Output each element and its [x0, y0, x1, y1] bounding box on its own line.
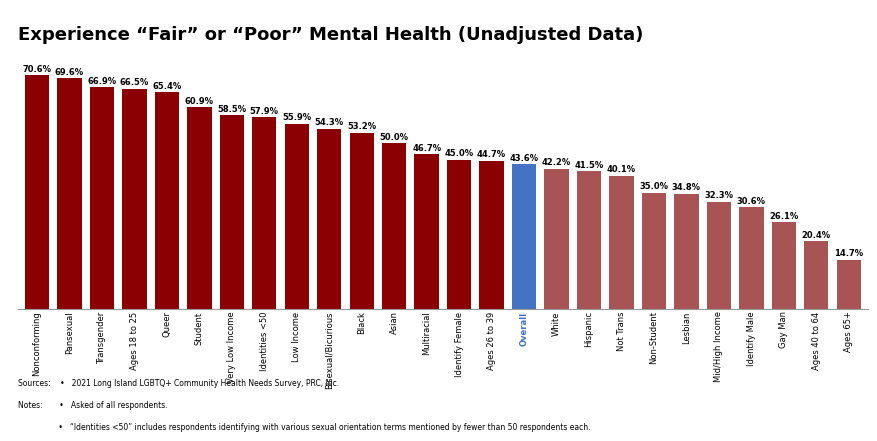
Text: 66.9%: 66.9% [88, 77, 117, 86]
Bar [642, 193, 667, 309]
Text: 14.7%: 14.7% [834, 250, 863, 258]
Text: 53.2%: 53.2% [347, 122, 376, 131]
Bar [545, 169, 568, 309]
Text: 65.4%: 65.4% [153, 82, 182, 91]
Bar [89, 87, 114, 309]
Bar [350, 133, 374, 309]
Text: 58.5%: 58.5% [217, 105, 246, 113]
Text: 42.2%: 42.2% [542, 158, 571, 168]
Text: 55.9%: 55.9% [282, 113, 311, 122]
Text: 41.5%: 41.5% [574, 161, 603, 170]
Text: 70.6%: 70.6% [23, 64, 52, 74]
Text: •   “Identities <50” includes respondents identifying with various sexual orient: • “Identities <50” includes respondents … [18, 423, 590, 432]
Text: Sources:    •   2021 Long Island LGBTQ+ Community Health Needs Survey, PRC, Inc.: Sources: • 2021 Long Island LGBTQ+ Commu… [18, 379, 339, 388]
Bar [285, 124, 309, 309]
Bar [57, 78, 82, 309]
Text: Experience “Fair” or “Poor” Mental Health (Unadjusted Data): Experience “Fair” or “Poor” Mental Healt… [18, 26, 643, 45]
Text: 46.7%: 46.7% [412, 144, 441, 153]
Text: 35.0%: 35.0% [639, 182, 668, 191]
Bar [610, 176, 634, 309]
Text: 60.9%: 60.9% [185, 97, 214, 106]
Bar [804, 241, 829, 309]
Text: 43.6%: 43.6% [510, 154, 538, 163]
Text: 66.5%: 66.5% [120, 78, 149, 87]
Bar [447, 160, 471, 309]
Bar [219, 115, 244, 309]
Bar [772, 222, 796, 309]
Bar [317, 129, 341, 309]
Bar [480, 161, 503, 309]
Bar [154, 93, 179, 309]
Bar [837, 260, 861, 309]
Bar [707, 202, 731, 309]
Text: 40.1%: 40.1% [607, 165, 636, 174]
Bar [739, 208, 764, 309]
Text: 57.9%: 57.9% [250, 107, 279, 116]
Text: 54.3%: 54.3% [315, 119, 344, 127]
Bar [252, 117, 276, 309]
Text: 20.4%: 20.4% [802, 231, 831, 239]
Text: 44.7%: 44.7% [477, 150, 506, 159]
Bar [512, 164, 536, 309]
Text: 32.3%: 32.3% [704, 191, 733, 200]
Text: 30.6%: 30.6% [737, 197, 766, 206]
Bar [122, 89, 146, 309]
Text: 69.6%: 69.6% [55, 68, 84, 77]
Bar [415, 154, 438, 309]
Text: 50.0%: 50.0% [380, 133, 409, 142]
Text: 34.8%: 34.8% [672, 183, 701, 192]
Text: 26.1%: 26.1% [769, 212, 798, 220]
Bar [187, 107, 211, 309]
Bar [674, 194, 699, 309]
Text: 45.0%: 45.0% [445, 149, 474, 158]
Text: Notes:       •   Asked of all respondents.: Notes: • Asked of all respondents. [18, 401, 168, 410]
Bar [25, 75, 49, 309]
Bar [382, 143, 406, 309]
Bar [577, 172, 601, 309]
